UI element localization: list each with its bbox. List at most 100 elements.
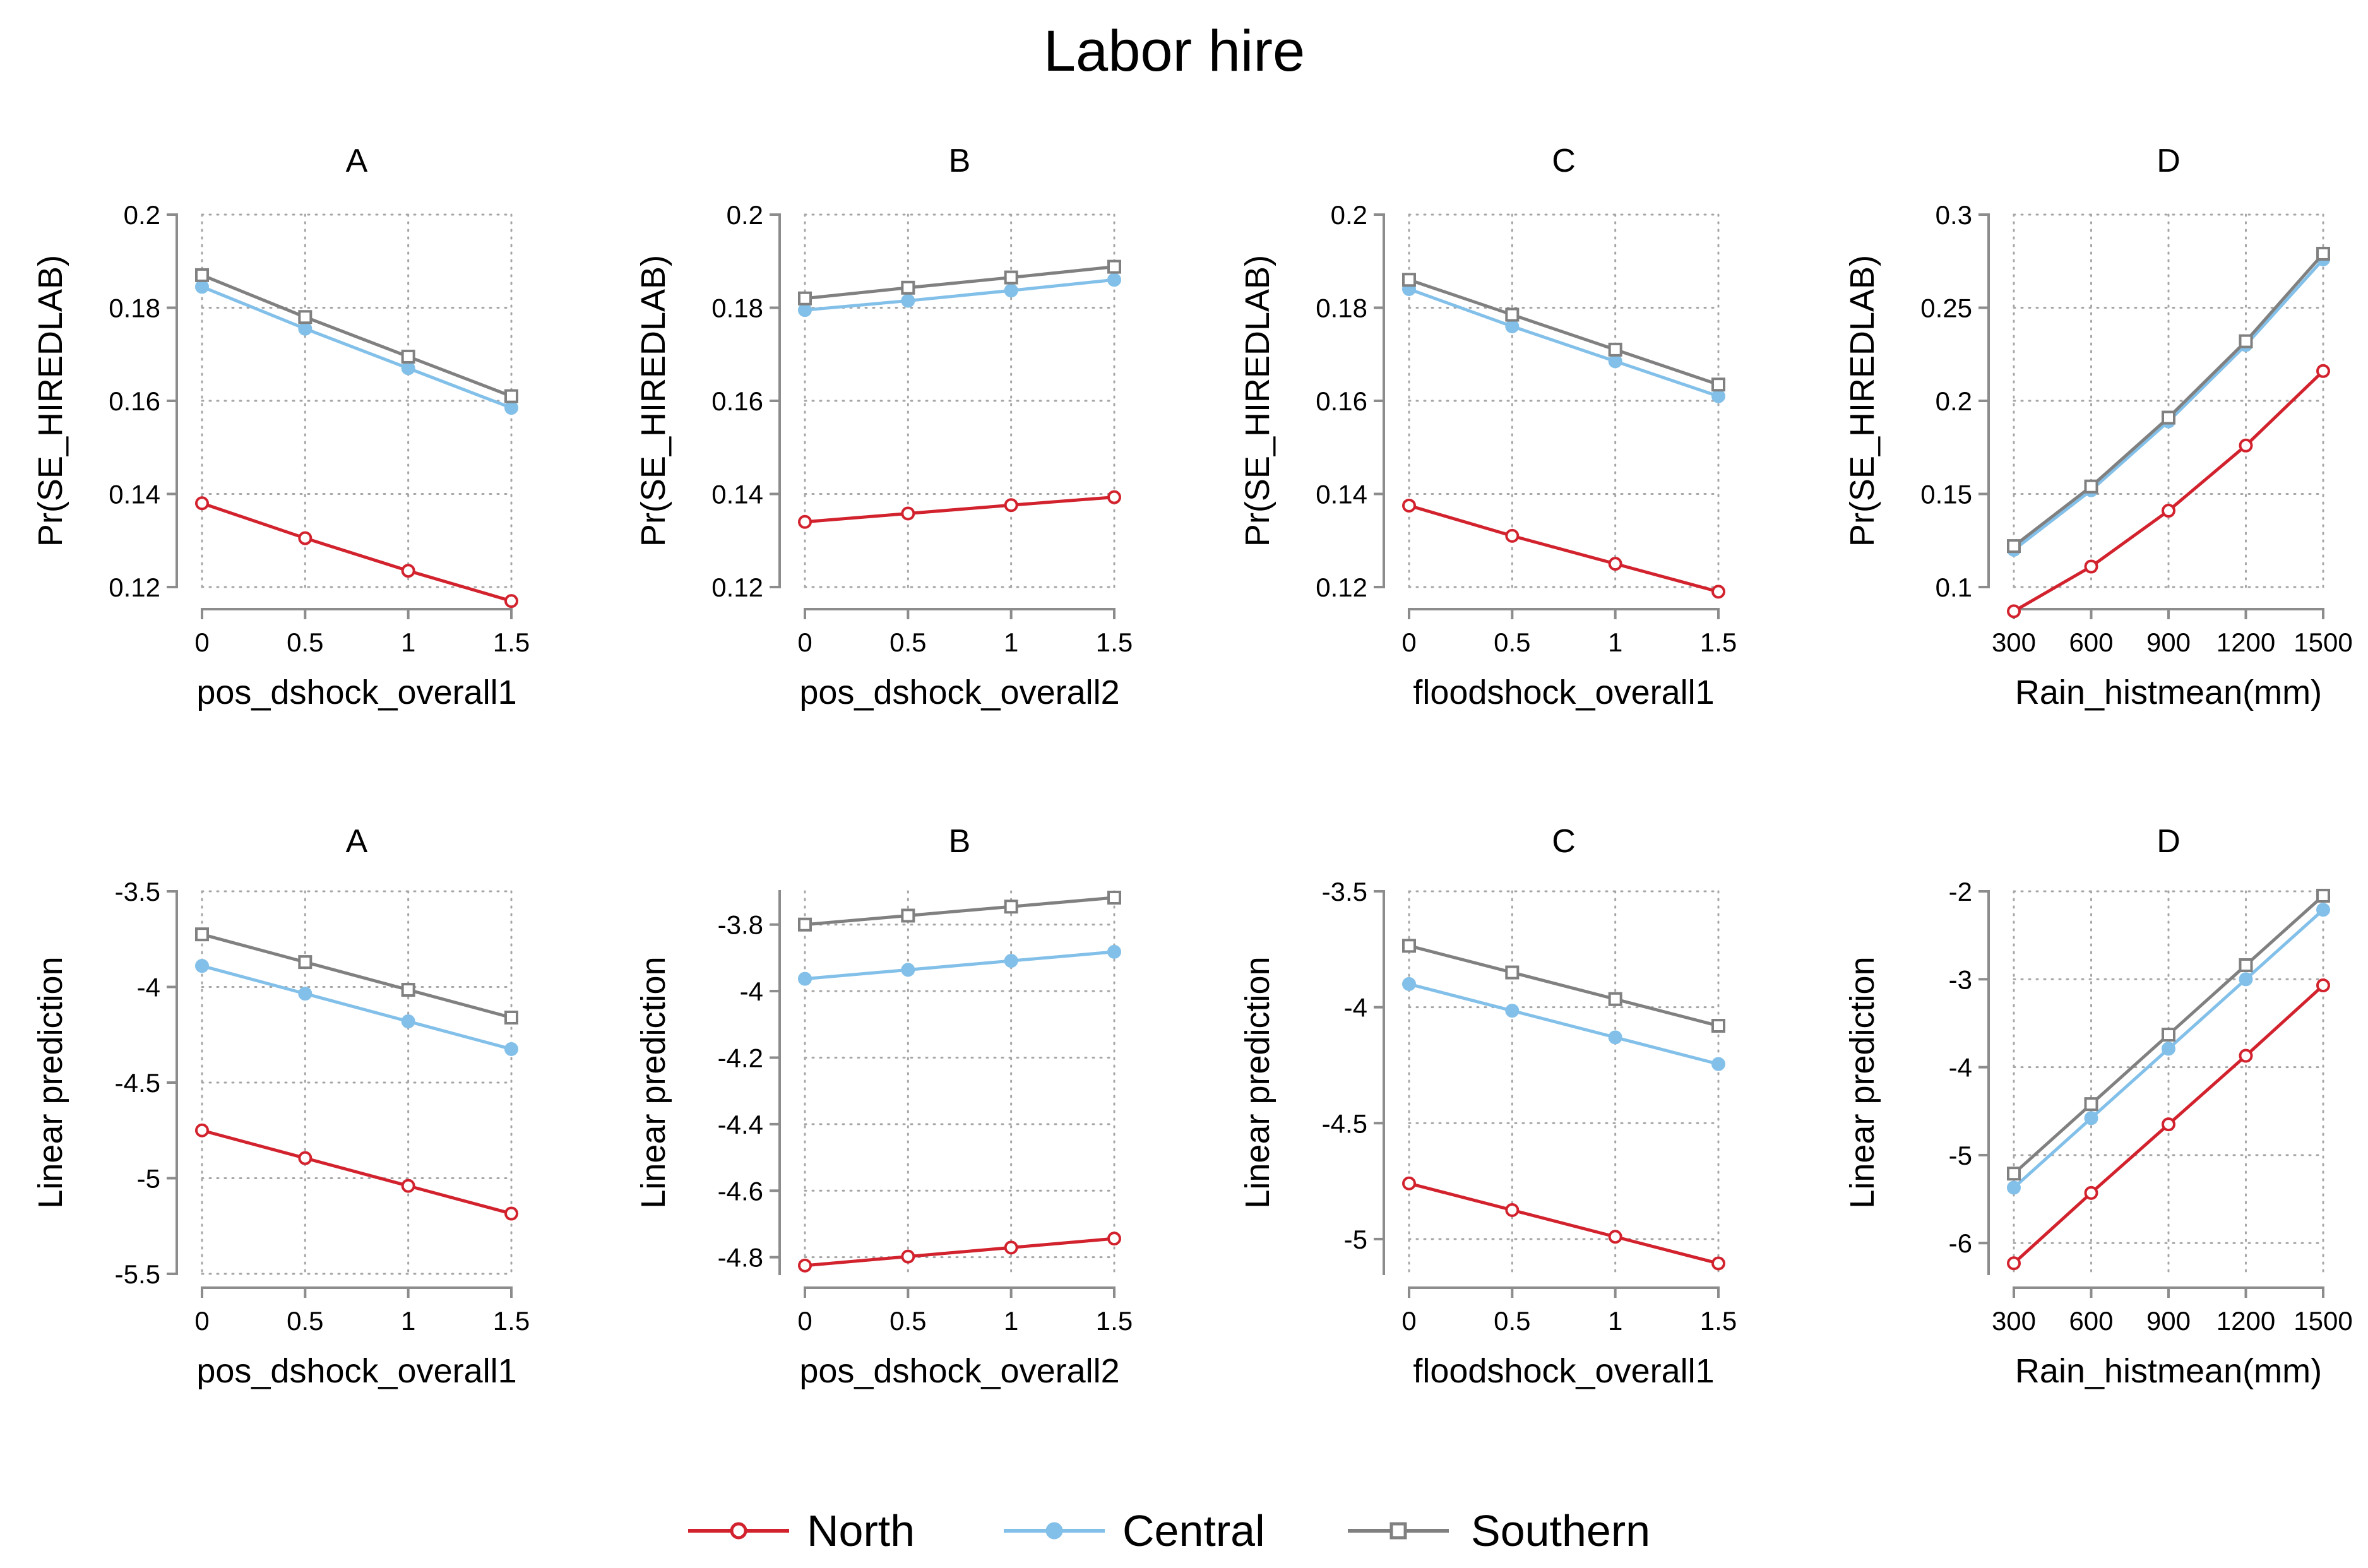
data-point-north — [1608, 1230, 1622, 1244]
data-point-north — [2316, 978, 2330, 993]
y-tick-label: -3.8 — [718, 910, 763, 940]
chart-panel-top-a: A 0.12 0.14 0.16 0.18 0.2 0 0.5 1 1.5 pos_dshock_o… — [32, 143, 530, 711]
panel-title: B — [949, 143, 971, 179]
data-point-southern — [1402, 273, 1416, 287]
figure-title: Labor hire — [1044, 19, 1305, 83]
x-tick-label: 1 — [401, 1306, 415, 1336]
data-point-north — [195, 496, 209, 511]
y-tick-label: -5 — [1949, 1141, 1972, 1170]
data-point-southern — [401, 983, 415, 997]
y-tick-label: 0.12 — [711, 573, 763, 602]
data-point-central — [2239, 972, 2253, 987]
data-point-southern — [901, 908, 915, 923]
data-point-north — [2084, 559, 2098, 574]
y-tick-label: -3.5 — [115, 877, 160, 906]
data-point-central — [504, 401, 518, 415]
x-tick-label: 1 — [1608, 1306, 1622, 1336]
chart-panel-bottom-a: A -5.5 -5 -4.5 -4 -3.5 0 0.5 1 1.5 pos_dshock_over… — [32, 823, 530, 1390]
legend-label-central: Central — [1122, 1506, 1265, 1555]
series-line-central — [200, 964, 513, 1051]
data-point-north — [504, 594, 518, 609]
x-tick-label: 1 — [1004, 1306, 1018, 1336]
y-axis-title: Pr(SE_HIREDLAB) — [1843, 255, 1881, 547]
data-point-central — [504, 1042, 518, 1056]
legend-item-central: Central — [1004, 1506, 1265, 1555]
data-point-southern — [1402, 939, 1416, 953]
x-tick-label: 0.5 — [287, 627, 323, 657]
data-point-north — [2007, 1256, 2021, 1271]
series-line-southern — [803, 265, 1116, 300]
x-tick-label: 1500 — [2294, 1306, 2352, 1336]
data-point-southern — [2007, 1167, 2021, 1181]
data-point-southern — [1107, 891, 1121, 905]
panel-title: B — [949, 823, 971, 860]
y-tick-label: 0.16 — [711, 386, 763, 416]
data-point-central — [195, 959, 209, 973]
y-tick-label: 0.3 — [1936, 200, 1972, 230]
data-point-north — [798, 1258, 812, 1273]
legend: North Central Southern — [688, 1506, 1650, 1555]
data-point-north — [504, 1206, 518, 1221]
y-axis-title: Linear prediction — [32, 956, 69, 1208]
data-point-central — [1004, 283, 1018, 298]
y-axis-title: Linear prediction — [634, 956, 672, 1208]
y-tick-label: -4.8 — [718, 1243, 763, 1273]
data-point-north — [1711, 585, 1725, 599]
series-line-north — [200, 501, 513, 603]
data-point-southern — [2084, 1097, 2098, 1112]
y-tick-label: -4 — [740, 977, 763, 1006]
series-line-central — [1407, 982, 1720, 1066]
x-tick-label: 0.5 — [889, 1306, 926, 1336]
legend-label-southern: Southern — [1471, 1506, 1650, 1555]
x-tick-label: 900 — [2146, 627, 2191, 657]
y-tick-label: -4 — [1344, 993, 1367, 1023]
data-point-central — [798, 303, 812, 318]
legend-marker-north — [730, 1522, 747, 1540]
x-axis-title: Rain_histmean(mm) — [2015, 674, 2322, 711]
data-point-north — [1402, 498, 1416, 513]
x-tick-label: 300 — [1992, 1306, 2036, 1336]
data-point-central — [1107, 273, 1121, 287]
x-tick-label: 1.5 — [1700, 627, 1737, 657]
data-point-southern — [298, 310, 312, 324]
data-point-north — [401, 1179, 415, 1193]
chart-panel-top-b: B 0.12 0.14 0.16 0.18 0.2 0 0.5 1 1.5 pos_dshock_o… — [634, 143, 1133, 711]
x-tick-label: 0 — [797, 1306, 812, 1336]
x-tick-label: 600 — [2069, 1306, 2113, 1336]
chart-panel-bottom-b: B -4.8 -4.6 -4.4 -4.2 -4 -3.8 0 0.5 1 1.5 pos_dshoc… — [634, 823, 1133, 1390]
data-point-central — [1608, 354, 1622, 369]
data-point-central — [1505, 1004, 1520, 1018]
y-tick-label: 0.15 — [1920, 480, 1972, 509]
y-tick-label: 0.1 — [1936, 573, 1972, 602]
data-point-north — [798, 514, 812, 529]
x-tick-label: 0 — [1401, 627, 1416, 657]
x-tick-label: 1.5 — [1096, 627, 1133, 657]
series-line-north — [1407, 1182, 1720, 1265]
data-point-southern — [901, 280, 915, 295]
x-tick-label: 1500 — [2294, 627, 2352, 657]
data-point-central — [1402, 977, 1416, 991]
data-point-north — [1505, 528, 1520, 543]
data-point-central — [2007, 1180, 2021, 1195]
y-tick-label: 0.12 — [1316, 573, 1367, 602]
legend-item-southern: Southern — [1348, 1506, 1650, 1555]
y-tick-label: -4.6 — [718, 1176, 763, 1206]
panel-title: C — [1552, 143, 1576, 179]
y-tick-label: -5 — [137, 1164, 160, 1194]
y-tick-label: 0.14 — [109, 480, 160, 509]
series-line-southern — [200, 932, 513, 1019]
data-point-southern — [298, 955, 312, 970]
y-axis-title: Pr(SE_HIREDLAB) — [32, 255, 69, 547]
chart-panel-top-c: C 0.12 0.14 0.16 0.18 0.2 0 0.5 1 1.5 floodshock_o… — [1239, 143, 1737, 711]
x-axis-title: Rain_histmean(mm) — [2015, 1352, 2322, 1390]
data-point-north — [195, 1123, 209, 1137]
data-point-central — [2316, 903, 2330, 917]
y-tick-label: 0.18 — [109, 294, 160, 323]
x-tick-label: 0.5 — [889, 627, 926, 657]
data-point-central — [798, 971, 812, 986]
y-tick-label: -6 — [1949, 1228, 1972, 1258]
x-axis-title: pos_dshock_overall2 — [799, 1352, 1119, 1390]
y-tick-label: 0.14 — [711, 480, 763, 509]
x-tick-label: 0 — [1401, 1306, 1416, 1336]
